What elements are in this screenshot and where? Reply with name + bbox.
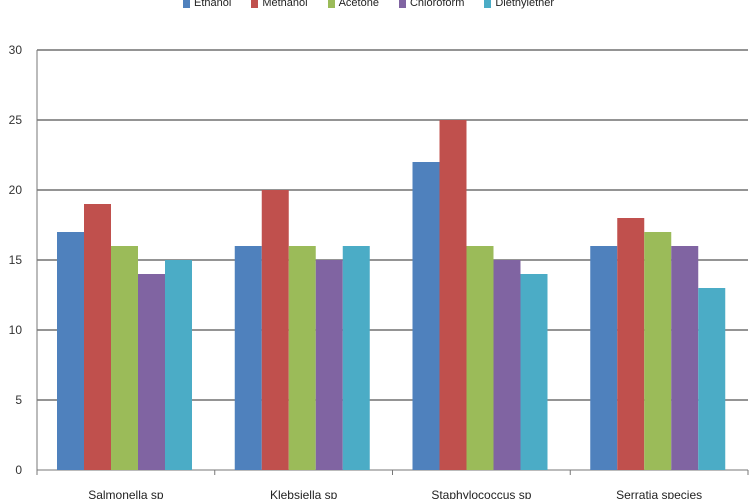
bar [342, 246, 370, 470]
legend-item: Acetone [327, 0, 379, 9]
x-tick-label: Klebsiella sp [270, 488, 338, 499]
bar [590, 246, 618, 470]
bar [412, 162, 440, 470]
legend-item: Ethanol [183, 0, 231, 9]
x-tick-label: Serratia species [616, 488, 702, 499]
legend-swatch [398, 0, 406, 8]
bar [111, 246, 138, 470]
bar [288, 246, 316, 470]
y-tick-label: 10 [9, 323, 23, 337]
y-tick-label: 25 [9, 113, 23, 127]
bar [261, 190, 289, 470]
y-tick-label: 30 [9, 43, 23, 57]
bar [165, 260, 192, 470]
bar [439, 120, 467, 470]
legend-swatch [327, 0, 335, 8]
bar [466, 246, 494, 470]
legend-item: Chloroform [398, 0, 465, 9]
y-tick-label: 15 [9, 253, 23, 267]
legend-label: Methanol [262, 0, 308, 9]
bar [234, 246, 262, 470]
y-tick-label: 20 [9, 183, 23, 197]
legend-item: Diethylether [484, 0, 554, 9]
bar [138, 274, 165, 470]
y-tick-label: 5 [15, 393, 22, 407]
bar [493, 260, 521, 470]
x-tick-label: Salmonella sp [88, 488, 164, 499]
legend-swatch [484, 0, 492, 8]
legend-label: Chloroform [409, 0, 465, 9]
bar [698, 288, 726, 470]
bar [617, 218, 645, 470]
bar [315, 260, 343, 470]
y-tick-label: 0 [15, 463, 22, 477]
x-tick-label: Staphylococcus sp [431, 488, 531, 499]
legend-label: Diethylether [495, 0, 555, 9]
legend-item: Methanol [251, 0, 308, 9]
bar [520, 274, 548, 470]
legend-label: Acetone [338, 0, 379, 9]
bar [644, 232, 672, 470]
legend-label: Ethanol [194, 0, 232, 9]
legend: Ethanol Methanol Acetone Chloroform Diethyle… [183, 0, 554, 9]
bar [57, 232, 84, 470]
legend-swatch [183, 0, 190, 8]
bar [84, 204, 111, 470]
legend-swatch [251, 0, 259, 8]
bar [671, 246, 699, 470]
